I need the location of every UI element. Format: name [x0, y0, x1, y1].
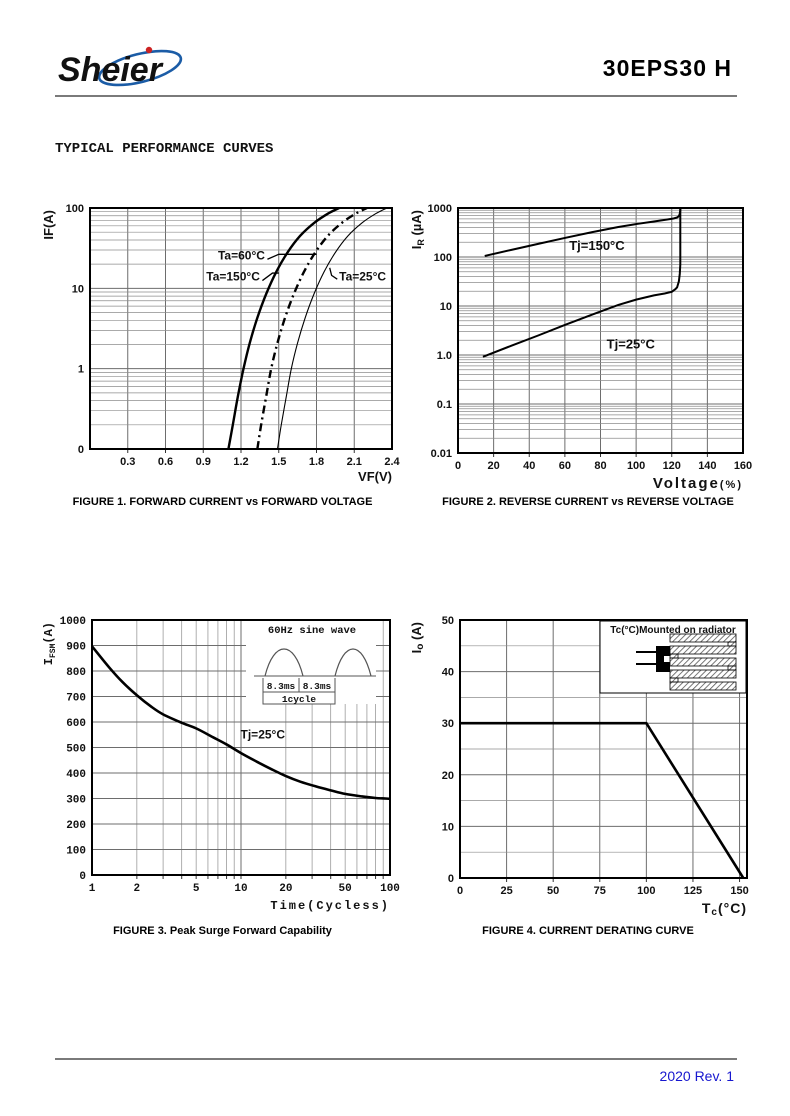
svg-text:150: 150 [730, 885, 748, 897]
svg-text:1000: 1000 [60, 616, 86, 628]
svg-text:0: 0 [448, 873, 454, 885]
svg-text:Tc(°C)Mounted on radiator: Tc(°C)Mounted on radiator [610, 625, 736, 636]
svg-text:20: 20 [279, 883, 292, 895]
logo-red-dot-icon [145, 46, 153, 54]
svg-text:40: 40 [523, 460, 535, 472]
svg-text:10: 10 [72, 283, 84, 295]
svg-text:Tj=25°C: Tj=25°C [607, 337, 656, 352]
svg-text:100: 100 [637, 885, 655, 897]
svg-text:0: 0 [78, 444, 84, 456]
logo-swoosh-icon [97, 49, 183, 87]
figure2-reverse-current-chart: 0 20 40 60 80 100 120 140 160 1000 100 10 1.0 0.1 0.01… [409, 203, 752, 492]
svg-text:700: 700 [66, 693, 86, 705]
svg-text:120: 120 [663, 460, 681, 472]
figure3-caption: FIGURE 3. Peak Surge Forward Capability [113, 925, 332, 937]
svg-text:IR (µA): IR (µA) [409, 210, 426, 249]
svg-text:300: 300 [66, 795, 86, 807]
svg-text:2: 2 [134, 883, 141, 895]
svg-text:Ta=25°C: Ta=25°C [339, 270, 386, 284]
figure4-caption: FIGURE 4. CURRENT DERATING CURVE [482, 925, 694, 937]
footer-rule [55, 1058, 737, 1060]
header-rule [55, 95, 737, 97]
svg-text:Tc(°C): Tc(°C) [702, 900, 747, 918]
svg-text:0.01: 0.01 [431, 448, 452, 460]
svg-text:20: 20 [442, 770, 454, 782]
svg-text:1.0: 1.0 [437, 350, 452, 362]
svg-text:1: 1 [89, 883, 96, 895]
section-title: TYPICAL PERFORMANCE CURVES [55, 141, 274, 157]
logo-text: Sheier [58, 51, 164, 89]
revision-note: 2020 Rev. 1 [659, 1068, 734, 1084]
svg-text:VF(V): VF(V) [358, 469, 392, 484]
svg-text:0: 0 [455, 460, 461, 472]
svg-text:200: 200 [66, 820, 86, 832]
svg-text:500: 500 [66, 744, 86, 756]
svg-text:1.2: 1.2 [233, 456, 248, 468]
svg-text:1.5: 1.5 [271, 456, 286, 468]
svg-text:Voltage(%): Voltage(%) [653, 475, 743, 492]
svg-text:IF(A): IF(A) [41, 210, 56, 240]
svg-text:600: 600 [66, 718, 86, 730]
figure1-forward-current-chart: 0.3 0.6 0.9 1.2 1.5 1.8 2.1 2.41001010VF(V)IF(A… [41, 203, 401, 484]
svg-text:75: 75 [594, 885, 606, 897]
svg-text:50: 50 [442, 615, 454, 627]
brand-logo: Sheier [52, 38, 212, 100]
svg-text:0.1: 0.1 [437, 399, 452, 411]
svg-text:140: 140 [698, 460, 716, 472]
part-number-title: 30EPS30 H [602, 55, 732, 81]
svg-text:100: 100 [627, 460, 645, 472]
svg-text:8.3ms: 8.3ms [267, 681, 296, 692]
svg-text:Tj=150°C: Tj=150°C [569, 238, 625, 253]
svg-text:40: 40 [442, 667, 454, 679]
svg-text:100: 100 [380, 883, 400, 895]
svg-text:0: 0 [79, 871, 86, 883]
svg-text:400: 400 [66, 769, 86, 781]
svg-text:10: 10 [442, 821, 454, 833]
logo-graphic: Sheier [58, 46, 183, 89]
svg-text:60Hz sine wave: 60Hz sine wave [268, 625, 356, 637]
svg-text:900: 900 [66, 642, 86, 654]
figure3-surge-capability-chart: 60Hz sine wave 8.3ms 8.3ms 1cycle 1 2 5 10 20 50 1… [42, 616, 400, 913]
svg-text:0: 0 [457, 885, 463, 897]
svg-text:2.1: 2.1 [347, 456, 362, 468]
svg-text:80: 80 [594, 460, 606, 472]
svg-text:Ta=60°C: Ta=60°C [218, 248, 265, 262]
svg-text:Ta=150°C: Ta=150°C [206, 270, 260, 284]
figure2-caption: FIGURE 2. REVERSE CURRENT vs REVERSE VOL… [442, 496, 734, 508]
svg-text:Tj=25°C: Tj=25°C [241, 728, 286, 742]
svg-text:0.6: 0.6 [158, 456, 173, 468]
svg-text:50: 50 [339, 883, 352, 895]
figure1-caption: FIGURE 1. FORWARD CURRENT vs FORWARD VOL… [72, 496, 373, 508]
svg-text:Io (A): Io (A) [409, 622, 426, 653]
svg-text:25: 25 [500, 885, 512, 897]
svg-text:30: 30 [442, 718, 454, 730]
svg-text:1.8: 1.8 [309, 456, 324, 468]
svg-text:1000: 1000 [428, 203, 452, 215]
svg-text:IFSM(A): IFSM(A) [42, 622, 58, 665]
svg-text:100: 100 [434, 252, 452, 264]
svg-text:10: 10 [234, 883, 247, 895]
svg-text:160: 160 [734, 460, 752, 472]
svg-text:0.9: 0.9 [196, 456, 211, 468]
svg-text:60: 60 [559, 460, 571, 472]
svg-text:50: 50 [547, 885, 559, 897]
svg-text:2.4: 2.4 [384, 456, 400, 468]
svg-text:5: 5 [193, 883, 200, 895]
svg-text:8.3ms: 8.3ms [303, 681, 332, 692]
svg-text:100: 100 [66, 203, 84, 215]
svg-text:1cycle: 1cycle [282, 694, 317, 705]
svg-text:800: 800 [66, 667, 86, 679]
svg-text:0.3: 0.3 [120, 456, 135, 468]
svg-text:10: 10 [440, 301, 452, 313]
svg-text:125: 125 [684, 885, 702, 897]
svg-text:100: 100 [66, 846, 86, 858]
svg-text:Time(Cycless): Time(Cycless) [270, 899, 390, 913]
svg-text:1: 1 [78, 364, 84, 376]
svg-text:20: 20 [488, 460, 500, 472]
